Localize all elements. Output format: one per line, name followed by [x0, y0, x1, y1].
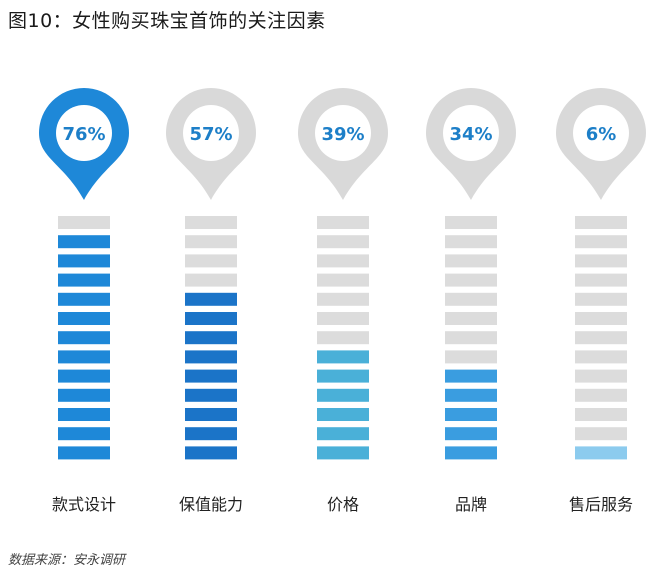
bar-segment-empty — [317, 292, 369, 306]
bar-segment-empty — [445, 331, 497, 345]
bar-segment-empty — [58, 216, 110, 229]
bar-segment-filled — [317, 408, 369, 421]
bar-segment-filled — [58, 446, 110, 460]
bar-segment-filled — [58, 388, 110, 402]
bar-segment-empty — [575, 388, 627, 402]
bar-segment-filled — [185, 331, 237, 345]
bar-segment-filled — [58, 292, 110, 306]
data-source: 数据来源：安永调研 — [8, 553, 126, 568]
bar-segment-filled — [185, 369, 237, 383]
bar-segment-empty — [575, 273, 627, 287]
pin-inner-circle — [56, 105, 112, 161]
bar-segment-filled — [445, 408, 497, 421]
bar-segment-filled — [185, 446, 237, 460]
bar-segment-filled — [317, 350, 369, 364]
bar-segment-filled — [58, 254, 110, 268]
bar-segment-filled — [185, 427, 237, 441]
bar-segment-empty — [575, 331, 627, 345]
bar-segment-empty — [575, 292, 627, 306]
bar-segment-empty — [575, 254, 627, 268]
bar-segment-filled — [58, 427, 110, 441]
pin-inner-circle — [573, 105, 629, 161]
category-label: 品牌 — [455, 495, 487, 514]
bar-segment-filled — [58, 235, 110, 249]
value-label: 39% — [321, 124, 364, 145]
pin-inner-circle — [315, 105, 371, 161]
category-label: 款式设计 — [52, 495, 116, 514]
bar-segment-filled — [58, 350, 110, 364]
bar-segment-filled — [185, 312, 237, 325]
bar-segment-empty — [317, 331, 369, 345]
value-label: 57% — [189, 124, 232, 145]
category-label: 售后服务 — [569, 495, 633, 514]
bar-segment-filled — [317, 388, 369, 402]
pin-inner-circle — [443, 105, 499, 161]
bar-segment-filled — [317, 446, 369, 460]
bar-segment-filled — [58, 369, 110, 383]
bar-segment-filled — [445, 427, 497, 441]
bar-segment-empty — [575, 408, 627, 421]
bar-segment-filled — [58, 408, 110, 421]
bar-segment-empty — [445, 350, 497, 364]
bar-segment-empty — [575, 235, 627, 249]
category-label: 价格 — [327, 495, 359, 514]
category-label: 保值能力 — [179, 495, 243, 514]
bar-segment-filled — [185, 388, 237, 402]
bar-segment-filled — [445, 369, 497, 383]
bar-segment-filled — [58, 331, 110, 345]
pin-inner-circle — [183, 105, 239, 161]
bar-segment-empty — [317, 273, 369, 287]
bar-segment-filled — [58, 312, 110, 325]
value-label: 76% — [62, 124, 105, 145]
bar-segment-empty — [445, 254, 497, 268]
bar-segment-empty — [185, 254, 237, 268]
bar-segment-filled — [575, 446, 627, 460]
bar-segment-empty — [445, 292, 497, 306]
bar-segment-empty — [445, 273, 497, 287]
value-label: 6% — [586, 124, 617, 145]
bar-segment-empty — [185, 235, 237, 249]
bar-segment-empty — [445, 312, 497, 325]
bar-segment-empty — [445, 235, 497, 249]
bar-segment-filled — [317, 427, 369, 441]
chart-title: 图10：女性购买珠宝首饰的关注因素 — [8, 10, 326, 32]
bar-segment-empty — [575, 369, 627, 383]
bar-segment-filled — [317, 369, 369, 383]
bar-segment-filled — [185, 292, 237, 306]
value-label: 34% — [449, 124, 492, 145]
bar-segment-empty — [317, 312, 369, 325]
bar-segment-filled — [445, 446, 497, 460]
bar-segment-empty — [317, 254, 369, 268]
bar-segment-empty — [185, 273, 237, 287]
bar-segment-empty — [575, 312, 627, 325]
bar-segment-empty — [185, 216, 237, 229]
bar-segment-filled — [185, 350, 237, 364]
bar-segment-empty — [575, 216, 627, 229]
bar-segment-empty — [445, 216, 497, 229]
bar-segment-empty — [317, 216, 369, 229]
bar-segment-empty — [575, 427, 627, 441]
bar-segment-filled — [445, 388, 497, 402]
bar-segment-filled — [58, 273, 110, 287]
bar-segment-filled — [185, 408, 237, 421]
bar-segment-empty — [575, 350, 627, 364]
bar-segment-empty — [317, 235, 369, 249]
